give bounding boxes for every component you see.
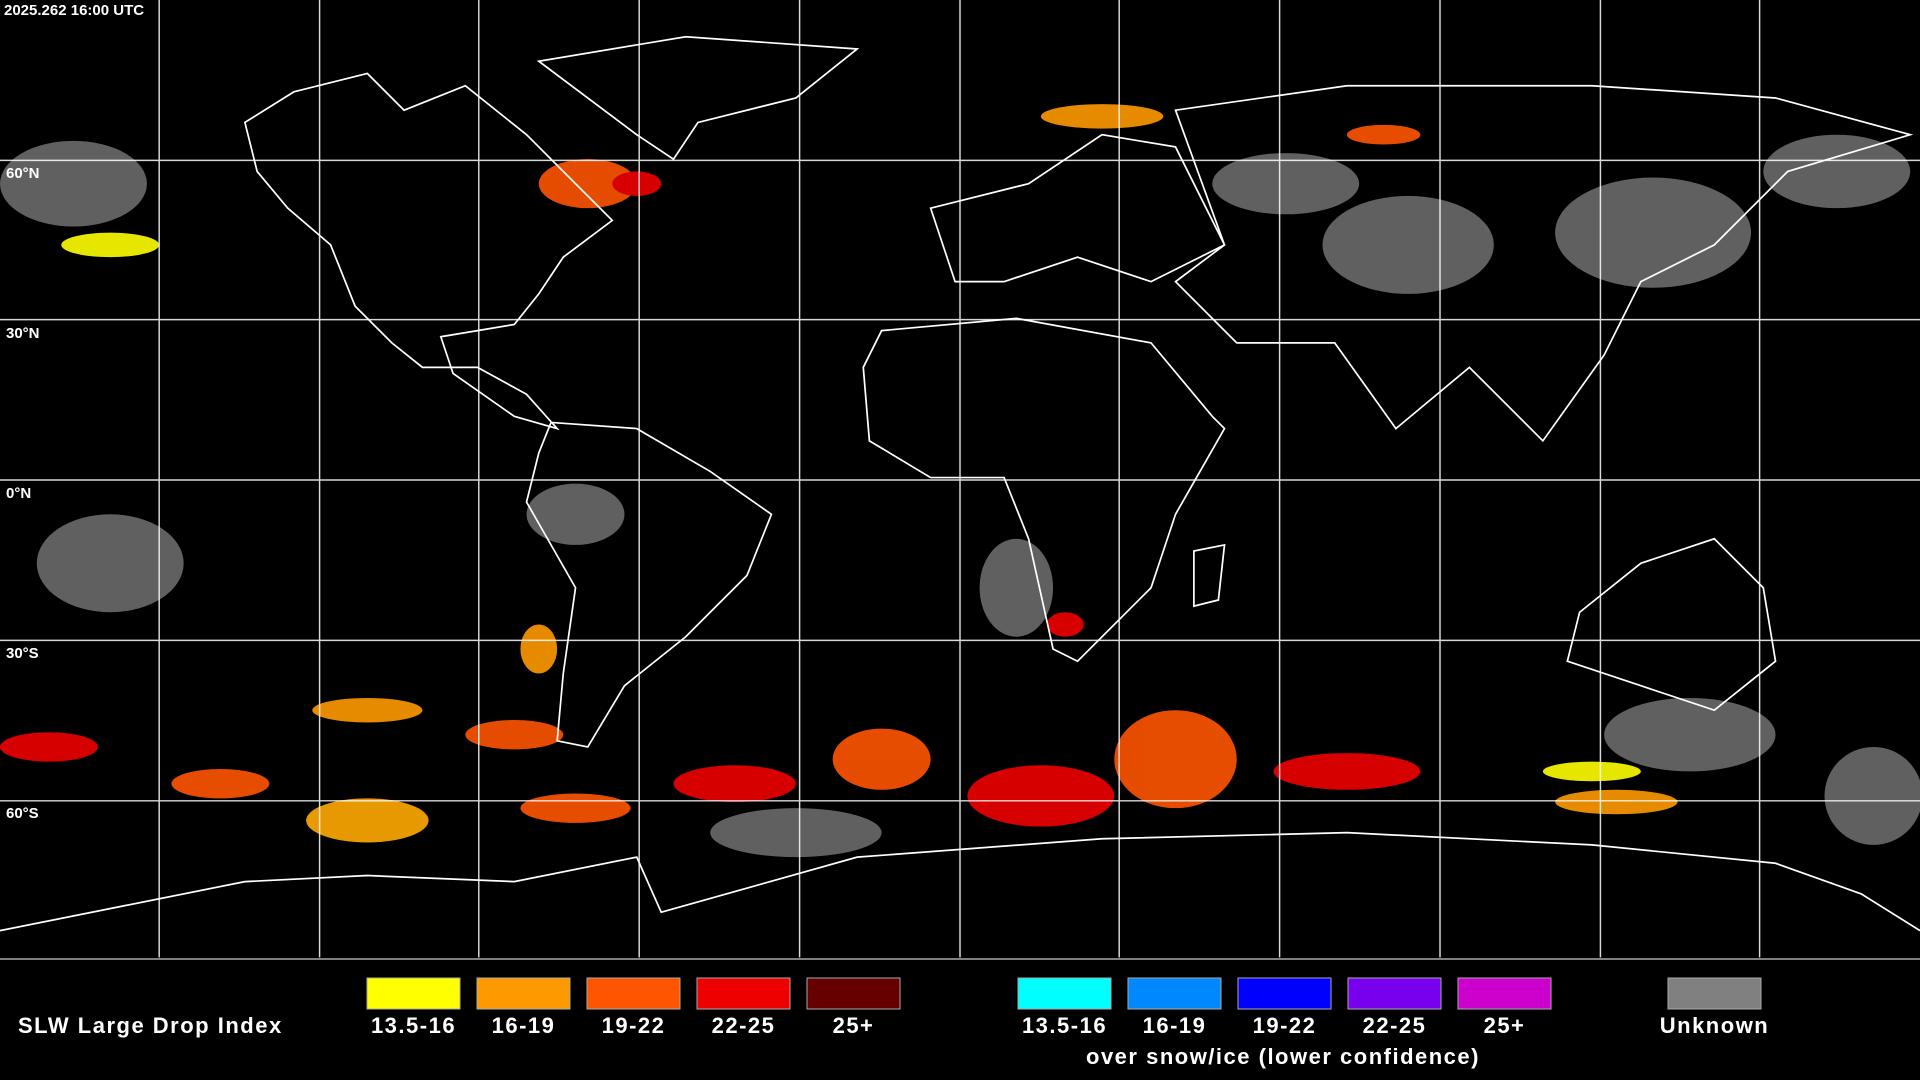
latitude-label: 30°S <box>6 645 39 662</box>
legend-swatch <box>1667 977 1762 1010</box>
legend-swatch <box>806 977 901 1010</box>
legend-label: 16-19 <box>1143 1013 1207 1038</box>
legend-label: 19-22 <box>602 1013 666 1038</box>
legend-label: 25+ <box>1484 1013 1526 1038</box>
latitude-label: 30°N <box>6 325 40 342</box>
legend-label: 22-25 <box>712 1013 776 1038</box>
legend-swatch <box>586 977 681 1010</box>
legend-title: SLW Large Drop Index <box>18 1013 283 1038</box>
legend-caption: over snow/ice (lower confidence) <box>1086 1044 1480 1069</box>
cloud-layer <box>0 0 1920 958</box>
legend-swatch <box>366 977 461 1010</box>
legend-swatch <box>1237 977 1332 1010</box>
legend-label: 13.5-16 <box>1022 1013 1107 1038</box>
legend-label: 25+ <box>833 1013 875 1038</box>
legend-label: 19-22 <box>1253 1013 1317 1038</box>
legend-swatch <box>696 977 791 1010</box>
legend-swatch <box>476 977 571 1010</box>
timestamp: 2025.262 16:00 UTC <box>4 2 144 19</box>
legend-label: 13.5-16 <box>371 1013 456 1038</box>
legend-swatch <box>1127 977 1222 1010</box>
latitude-label: 60°N <box>6 165 40 182</box>
legend-label: Unknown <box>1660 1013 1770 1038</box>
map <box>0 0 1920 960</box>
latitude-label: 0°N <box>6 485 31 502</box>
legend-swatch <box>1017 977 1112 1010</box>
latitude-label: 60°S <box>6 805 39 822</box>
legend-swatch <box>1457 977 1552 1010</box>
legend-swatch <box>1347 977 1442 1010</box>
legend-label: 16-19 <box>492 1013 556 1038</box>
legend-label: 22-25 <box>1363 1013 1427 1038</box>
